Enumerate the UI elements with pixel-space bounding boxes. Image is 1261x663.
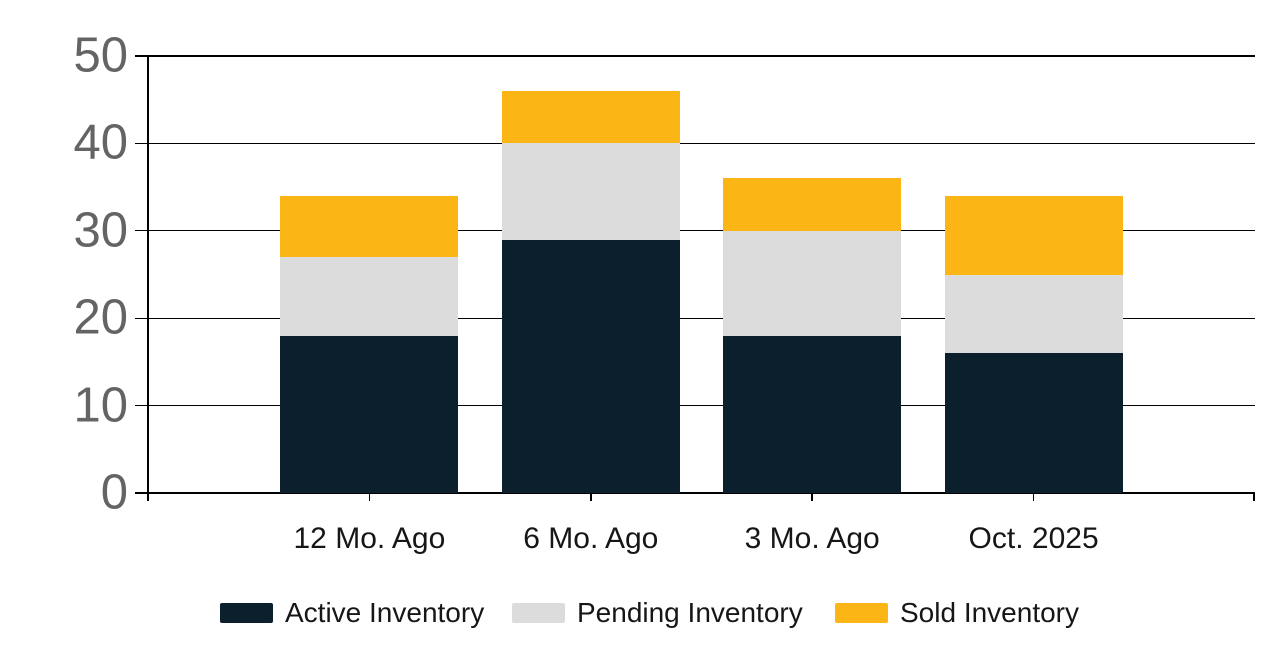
bar-segment-pending-inventory-12-mo-ago [280,257,459,336]
x-tick-label-oct-2025: Oct. 2025 [968,522,1099,555]
chart-legend: Active Inventory Pending Inventory Sold In… [0,597,1261,628]
gridline-y-0 [135,492,1255,495]
x-tick-12-mo-ago [368,493,371,501]
gridline-y-40 [135,142,1255,145]
bar-3-mo-ago [723,56,902,493]
legend-item-active-inventory: Active Inventory [220,597,484,628]
bar-segment-sold-inventory-12-mo-ago [280,195,459,258]
legend-label-pending-inventory: Pending Inventory [577,597,803,628]
bar-segment-pending-inventory-6-mo-ago [501,143,680,240]
legend-item-pending-inventory: Pending Inventory [512,597,803,628]
x-tick-label-12-mo-ago: 12 Mo. Ago [293,522,446,555]
y-tick-label-10: 10 [73,378,128,433]
y-axis-line [147,56,149,501]
legend-swatch-sold-inventory [835,603,888,623]
x-tick-oct-2025 [1032,493,1035,501]
y-tick-label-0: 0 [100,465,128,520]
bar-segment-active-inventory-oct-2025 [944,353,1123,493]
y-tick-label-40: 40 [73,115,128,170]
gridline-y-30 [135,230,1255,232]
legend-swatch-pending-inventory [512,603,565,623]
x-tick-3-mo-ago [811,493,813,501]
gridline-y-20 [135,317,1255,319]
y-tick-label-20: 20 [73,290,128,345]
bar-segment-active-inventory-12-mo-ago [280,335,459,493]
bar-12-mo-ago [280,56,459,493]
y-tick-label-50: 50 [73,28,128,83]
bar-segment-active-inventory-3-mo-ago [723,335,902,493]
bar-segment-pending-inventory-3-mo-ago [723,230,902,336]
x-tick-label-6-mo-ago: 6 Mo. Ago [523,522,659,555]
x-tick-6-mo-ago [590,493,592,501]
legend-item-sold-inventory: Sold Inventory [835,597,1079,628]
bar-oct-2025 [944,56,1123,493]
bar-segment-sold-inventory-3-mo-ago [723,178,902,231]
bar-6-mo-ago [501,56,680,493]
x-axis-end-tick [1253,493,1255,501]
x-tick-label-3-mo-ago: 3 Mo. Ago [744,522,880,555]
legend-label-active-inventory: Active Inventory [285,597,485,628]
y-tick-label-30: 30 [73,203,128,258]
gridline-y-10 [135,404,1255,407]
legend-swatch-active-inventory [220,603,273,623]
bar-segment-sold-inventory-oct-2025 [944,195,1123,275]
bar-segment-sold-inventory-6-mo-ago [501,90,680,144]
plot-area [135,55,1255,501]
bar-segment-active-inventory-6-mo-ago [501,239,680,493]
bar-segment-pending-inventory-oct-2025 [944,274,1123,354]
gridline-y-50 [135,55,1255,57]
legend-label-sold-inventory: Sold Inventory [900,597,1079,628]
